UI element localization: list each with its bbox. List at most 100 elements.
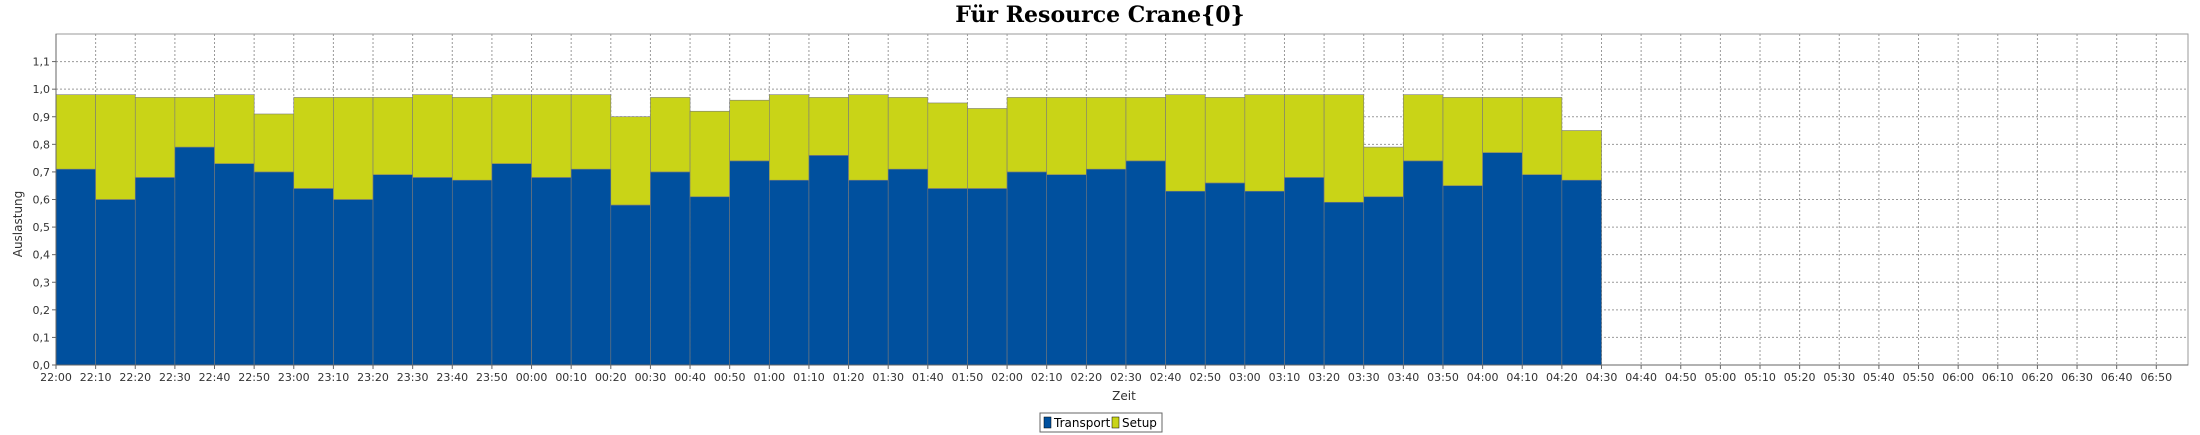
bar-setup: [1244, 94, 1285, 192]
x-tick-label: 22:10: [80, 371, 112, 384]
x-tick-label: 05:00: [1705, 371, 1737, 384]
x-tick-label: 06:20: [2022, 371, 2054, 384]
bar-transport: [333, 199, 374, 366]
x-tick-label: 00:40: [674, 371, 706, 384]
x-tick-label: 01:40: [912, 371, 944, 384]
bar-transport: [769, 179, 810, 366]
bar-setup: [531, 94, 572, 178]
bar-transport: [1323, 201, 1365, 366]
x-tick-label: 01:00: [753, 371, 785, 384]
bar-transport: [293, 188, 334, 366]
bar-setup: [253, 113, 295, 173]
bar-setup: [1521, 97, 1563, 175]
plot-area: 0,0 0,1 0,2 0,3 0,4 0,5 0,6 0,7 0,8 0,9 1,0 1,1 22:0…: [33, 33, 2189, 384]
x-tick-label: 00:20: [595, 371, 627, 384]
bar-transport: [55, 168, 96, 366]
bar-transport: [253, 171, 295, 366]
bar-setup: [887, 97, 929, 170]
x-axis-label: Zeit: [1112, 389, 1136, 403]
x-tick-label: 00:30: [635, 371, 667, 384]
bar-transport: [214, 163, 255, 366]
x-tick-label: 02:50: [1189, 371, 1221, 384]
bar-transport: [1204, 182, 1246, 366]
legend-swatch-transport: [1043, 416, 1052, 429]
bar-setup: [689, 110, 730, 198]
bar-setup: [1403, 94, 1444, 162]
y-tick-label: 0,5: [33, 221, 51, 234]
bar-transport: [1244, 190, 1285, 366]
bar-setup: [927, 102, 968, 189]
x-tick-label: 23:20: [357, 371, 389, 384]
bar-setup: [1284, 94, 1325, 178]
y-tick-label: 0,1: [33, 331, 51, 344]
y-tick-label: 0,6: [33, 194, 51, 207]
x-tick-label: 03:00: [1229, 371, 1261, 384]
bar-transport: [412, 177, 453, 366]
bar-transport: [1046, 174, 1087, 366]
x-tick-label: 02:30: [1110, 371, 1142, 384]
bar-transport: [1482, 152, 1523, 366]
bar-setup: [808, 97, 849, 156]
x-tick-label: 06:30: [2061, 371, 2093, 384]
y-tick-label: 0,7: [33, 166, 51, 179]
bar-setup: [1442, 97, 1483, 187]
bar-setup: [491, 94, 532, 164]
x-tick-label: 22:40: [199, 371, 231, 384]
bar-setup: [1046, 97, 1087, 175]
bar-transport: [134, 177, 176, 366]
bar-transport: [729, 160, 770, 366]
bar-transport: [1403, 160, 1444, 366]
chart-title: Für Resource Crane{0}: [955, 2, 1244, 28]
x-tick-label: 01:30: [872, 371, 904, 384]
bar-setup: [293, 97, 334, 189]
x-tick-label: 23:50: [476, 371, 508, 384]
x-tick-label: 23:40: [436, 371, 468, 384]
bar-transport: [610, 204, 651, 366]
x-tick-label: 05:40: [1863, 371, 1895, 384]
x-tick-label: 04:40: [1625, 371, 1657, 384]
bar-setup: [769, 94, 810, 181]
x-tick-label: 03:40: [1388, 371, 1420, 384]
bar-setup: [1165, 94, 1206, 192]
legend-label-setup: Setup: [1122, 416, 1157, 430]
x-tick-label: 03:20: [1308, 371, 1340, 384]
bar-setup: [214, 94, 255, 164]
bar-transport: [1284, 177, 1325, 366]
x-tick-label: 01:10: [793, 371, 825, 384]
x-tick-label: 00:10: [555, 371, 587, 384]
bar-setup: [1482, 97, 1523, 153]
x-tick-label: 22:50: [238, 371, 270, 384]
bar-setup: [1561, 130, 1602, 181]
x-tick-label: 01:50: [952, 371, 984, 384]
bar-setup: [412, 94, 453, 178]
x-tick-label: 03:50: [1427, 371, 1459, 384]
bar-setup: [1086, 97, 1127, 170]
y-tick-label: 1,0: [33, 83, 51, 96]
x-tick-label: 06:40: [2101, 371, 2133, 384]
bar-transport: [491, 163, 532, 366]
x-tick-label: 01:20: [833, 371, 865, 384]
x-tick-label: 05:30: [1823, 371, 1855, 384]
y-tick-label: 0,2: [33, 304, 51, 317]
x-tick-label: 04:30: [1586, 371, 1618, 384]
bar-setup: [1006, 97, 1048, 173]
x-tick-label: 02:40: [1150, 371, 1182, 384]
bar-setup: [451, 97, 493, 181]
y-tick-label: 0,4: [33, 249, 51, 262]
bar-setup: [1363, 146, 1404, 198]
x-tick-label: 06:10: [1982, 371, 2014, 384]
x-tick-label: 02:20: [1070, 371, 1102, 384]
bar-transport: [174, 146, 215, 366]
bar-transport: [1006, 171, 1048, 366]
bar-setup: [729, 99, 770, 162]
bar-setup: [174, 97, 215, 148]
bar-transport: [967, 188, 1008, 366]
x-tick-label: 00:50: [714, 371, 746, 384]
bar-setup: [610, 116, 651, 206]
bar-transport: [1442, 185, 1483, 366]
y-tick-label: 0,3: [33, 276, 51, 289]
bar-transport: [1086, 168, 1127, 366]
bar-transport: [1363, 196, 1404, 366]
bar-setup: [333, 97, 374, 200]
x-tick-label: 23:30: [397, 371, 429, 384]
